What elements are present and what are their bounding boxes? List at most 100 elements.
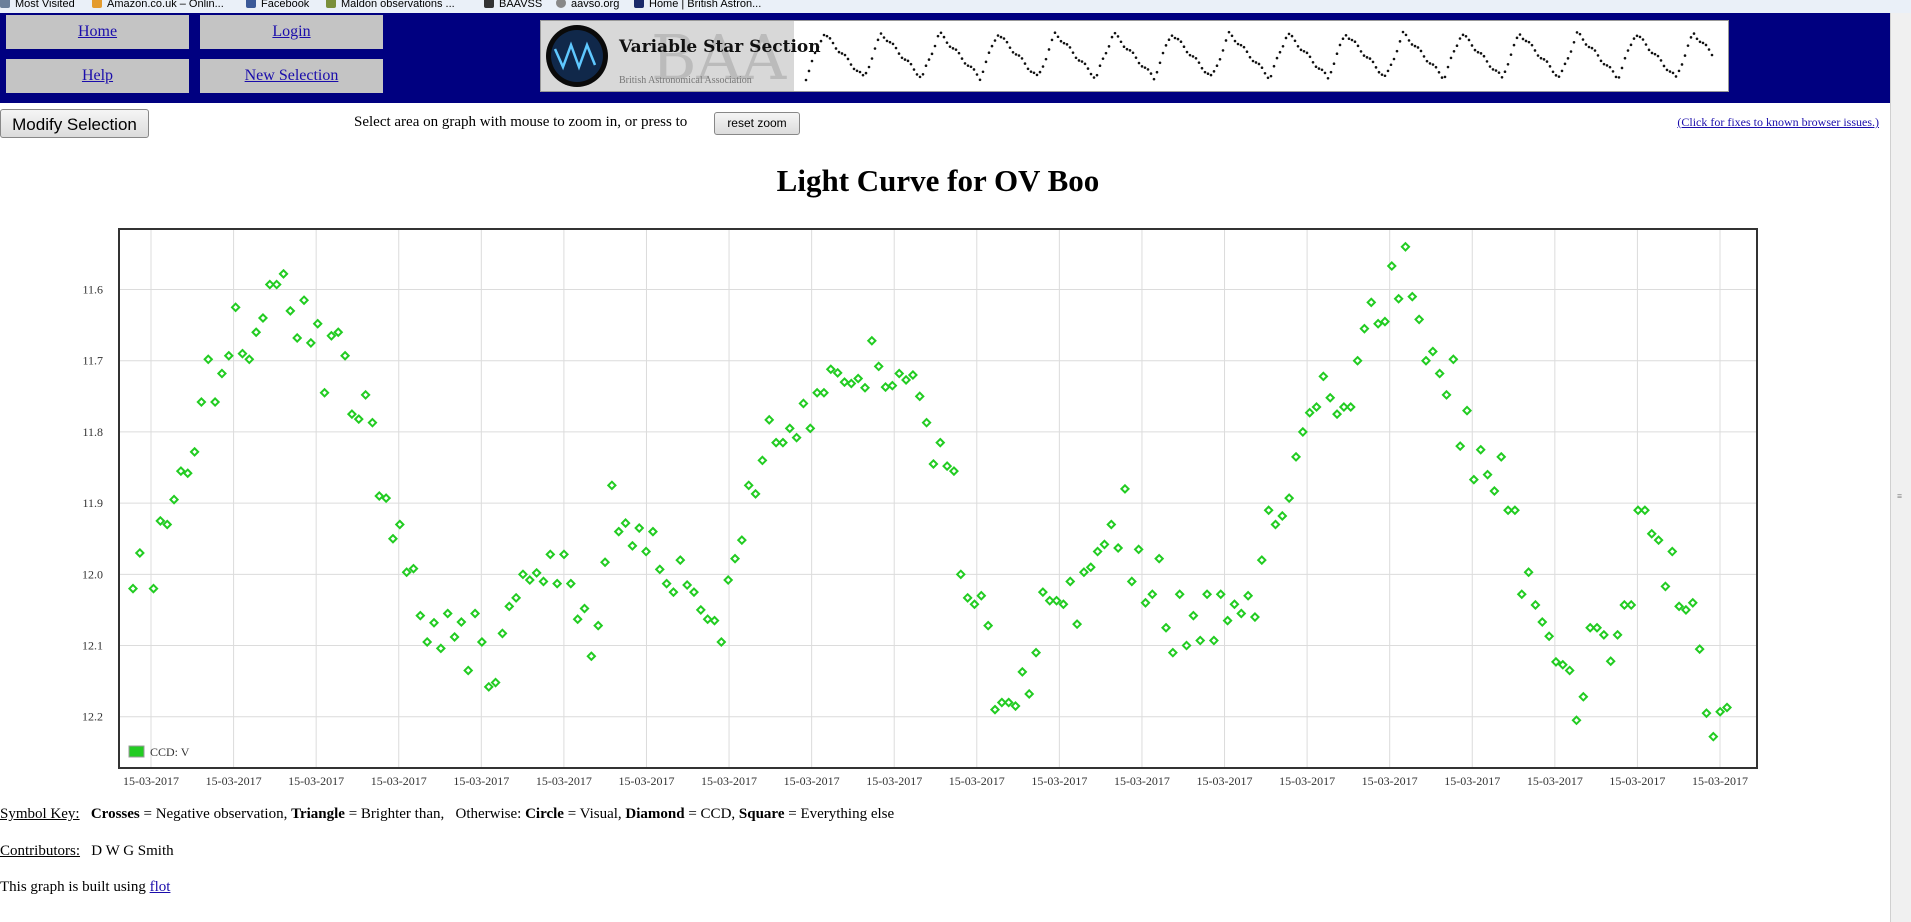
data-point: [538, 576, 549, 587]
banner-curve-dot: [813, 51, 817, 55]
baa-logo-text: BAA: [651, 21, 787, 91]
data-point: [894, 368, 905, 379]
flot-link[interactable]: flot: [149, 879, 171, 895]
bookmark-aavso[interactable]: aavso.org: [556, 0, 620, 10]
modify-selection-button[interactable]: Modify Selection: [0, 109, 149, 138]
login-link[interactable]: Login: [272, 23, 311, 40]
data-point: [647, 526, 658, 537]
banner-curve-dot: [1659, 59, 1663, 62]
bookmark-baa-home[interactable]: Home | British Astron...: [634, 0, 761, 10]
new-selection-link[interactable]: New Selection: [244, 67, 339, 84]
banner-curve-dot: [1218, 58, 1222, 61]
banner-curve-dot: [1023, 62, 1027, 65]
banner-curve-dot: [1533, 49, 1537, 52]
data-point: [1420, 355, 1432, 366]
banner-curve-dot: [981, 70, 985, 74]
banner-curve-dot: [1482, 54, 1486, 58]
data-point: [832, 367, 843, 378]
banner-curve-dot: [861, 73, 865, 77]
bookmark-amazon[interactable]: Amazon.co.uk – Onlin...: [92, 0, 224, 10]
banner-curve-dot: [1494, 69, 1498, 72]
x-tick-label: 15-03-2017: [1444, 774, 1500, 788]
bookmark-maldon[interactable]: Maldon observations ...: [326, 0, 455, 10]
banner-curve-dot: [1683, 54, 1687, 57]
bookmark-label: aavso.org: [571, 0, 620, 10]
data-point: [866, 335, 877, 346]
banner-curve-dot: [1011, 50, 1015, 54]
banner-curve-dot: [1335, 52, 1339, 56]
crosses-desc: = Negative observation,: [143, 806, 288, 822]
banner-curve-dot: [903, 58, 907, 61]
banner-curve-dot: [1173, 36, 1177, 40]
banner-curve-dot: [1170, 34, 1174, 37]
data-point: [428, 617, 440, 628]
data-point: [1674, 601, 1685, 612]
home-link[interactable]: Home: [77, 23, 118, 40]
banner-curve-dot: [1611, 70, 1615, 73]
data-point: [1639, 505, 1650, 516]
banner-lightcurve-graphic: [804, 30, 1714, 82]
banner-curve-dot: [1488, 65, 1492, 68]
scroll-grip-icon: ≡: [1897, 491, 1903, 501]
banner-curve-dot: [1698, 40, 1702, 44]
banner-curve-dot: [1656, 54, 1660, 58]
banner-curve-dot: [1161, 51, 1165, 55]
data-point: [305, 337, 316, 348]
data-point: [319, 387, 330, 398]
banner-curve-dot: [885, 39, 889, 43]
light-curve-chart[interactable]: 11.611.711.811.912.012.112.2 15-03-2017 1…: [0, 215, 1780, 795]
banner-curve-dot: [1422, 55, 1426, 58]
banner-curve-dot: [1566, 57, 1570, 60]
banner-curve-dot: [1644, 43, 1648, 46]
banner-curve-dot: [1575, 31, 1579, 34]
help-link[interactable]: Help: [81, 67, 114, 84]
banner-curve-dot: [1491, 68, 1495, 71]
data-point: [983, 620, 994, 631]
data-point: [565, 578, 576, 589]
banner-curve-dot: [1455, 44, 1459, 48]
reset-zoom-button[interactable]: reset zoom: [714, 112, 800, 135]
banner-curve-dot: [1476, 50, 1480, 54]
banner-curve-dot: [858, 70, 862, 74]
banner-curve-dot: [1272, 64, 1276, 68]
banner-curve-dot: [1125, 47, 1129, 51]
triangle-term: Triangle: [291, 806, 345, 822]
data-point: [1290, 451, 1302, 462]
bookmark-facebook[interactable]: Facebook: [246, 0, 309, 10]
data-point: [463, 665, 474, 676]
banner-curve-dot: [1068, 46, 1072, 49]
data-point: [1564, 665, 1575, 676]
data-point: [1297, 426, 1308, 437]
globe-icon: [556, 0, 566, 8]
bookmark-most-visited[interactable]: Most Visited: [0, 0, 75, 10]
banner-curve-dot: [1464, 34, 1468, 38]
data-point: [1455, 441, 1466, 452]
banner-curve-dot: [1620, 66, 1624, 70]
banner-curve-dot: [1401, 30, 1405, 34]
banner-curve-dot: [1305, 51, 1309, 55]
banner-curve-dot: [1239, 43, 1243, 47]
data-point: [1633, 505, 1644, 516]
data-point: [1646, 528, 1657, 539]
data-point: [1277, 510, 1288, 521]
data-point: [367, 417, 378, 428]
data-point: [757, 455, 768, 466]
gear-icon: [0, 0, 10, 8]
data-point: [278, 268, 289, 279]
x-tick-label: 15-03-2017: [1362, 774, 1418, 788]
data-point: [1414, 314, 1425, 325]
banner-curve-dot: [1527, 40, 1531, 44]
banner-curve-dot: [1020, 57, 1024, 60]
data-point: [216, 368, 227, 379]
scrollbar[interactable]: ≡: [1890, 13, 1911, 922]
bookmark-baavss[interactable]: BAAVSS: [484, 0, 542, 10]
square-term: Square: [738, 806, 785, 822]
banner-curve-dot: [1392, 57, 1396, 61]
banner-curve-dot: [999, 35, 1003, 39]
plot-area[interactable]: [119, 229, 1757, 768]
banner-curve-dot: [1158, 61, 1162, 65]
data-point: [723, 575, 734, 586]
x-tick-label: 15-03-2017: [701, 774, 757, 788]
legend-swatch: [128, 745, 145, 758]
browser-fixes-link[interactable]: (Click for fixes to known browser issues…: [1677, 115, 1879, 129]
